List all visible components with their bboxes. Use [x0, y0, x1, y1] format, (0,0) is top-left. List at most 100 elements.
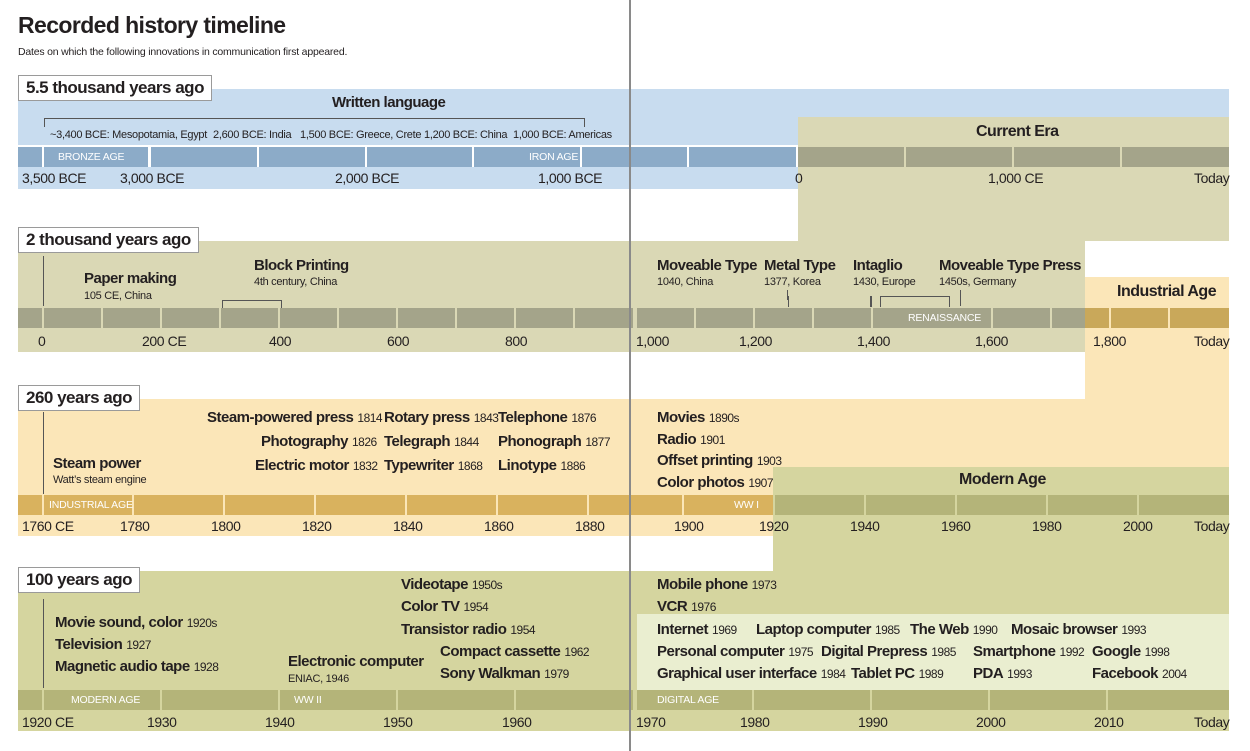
event-color-photos: Color photos 1907 — [657, 474, 774, 491]
event-moveable-type-press-detail: 1450s, Germany — [939, 276, 1017, 288]
event-gui: Graphical user interface 1984 — [657, 665, 846, 682]
bar-seg — [637, 308, 694, 328]
row4-label: 100 years ago — [18, 567, 140, 593]
tick-label: 600 — [387, 333, 410, 349]
tick-label: 1940 — [850, 518, 880, 534]
event-text: 1886 — [560, 459, 586, 473]
event-text: 1826 — [352, 435, 377, 449]
bar-seg — [993, 308, 1050, 328]
event-text: 1920s — [186, 616, 218, 630]
event-text: 1973 — [751, 578, 777, 592]
tick-label: 1,200 — [739, 333, 773, 349]
bar-seg — [18, 147, 42, 167]
tick-label: Today — [1194, 518, 1230, 534]
event-facebook: Facebook 2004 — [1092, 665, 1187, 682]
tick-label: 1940 — [265, 714, 295, 730]
event-text: Steam-powered press — [207, 409, 354, 426]
event-moveable-type-detail: 1040, China — [657, 276, 714, 288]
event-moveable-type: Moveable Type — [657, 257, 757, 274]
event-text: 1877 — [585, 435, 611, 449]
event-text: Electric motor — [255, 457, 349, 474]
current-era-title: Current Era — [976, 123, 1059, 140]
bar-seg — [339, 308, 396, 328]
bar-seg — [1108, 690, 1229, 710]
event-text: Smartphone — [973, 643, 1056, 660]
event-rotary-press: Rotary press 1843 — [384, 409, 499, 426]
event-digital-prepress: Digital Prepress 1985 — [821, 643, 956, 660]
event-text: Movie sound, color — [55, 614, 183, 631]
bar-seg — [1014, 147, 1120, 167]
event-text: 1901 — [700, 433, 725, 447]
tick-label: 800 — [505, 333, 528, 349]
bar-seg — [280, 690, 396, 710]
bar-seg — [18, 495, 42, 515]
tick-label: 2,000 BCE — [335, 170, 400, 186]
tick-label: Today — [1194, 714, 1230, 730]
event-text: 1927 — [126, 638, 151, 652]
bar-seg — [44, 690, 160, 710]
period-modern-age: MODERN AGE — [71, 694, 141, 706]
bar-seg — [754, 690, 870, 710]
event-radio: Radio 1901 — [657, 431, 725, 448]
tick-label: 1840 — [393, 518, 423, 534]
event-electronic-computer: Electronic computer — [288, 653, 424, 670]
event-text: 1976 — [691, 600, 716, 614]
event-intaglio: Intaglio — [853, 257, 903, 274]
event-phonograph: Phonograph 1877 — [498, 433, 611, 450]
row1-label: 5.5 thousand years ago — [18, 75, 212, 101]
row3-label: 260 years ago — [18, 385, 140, 411]
bar-seg — [44, 495, 132, 515]
bar-seg — [1111, 308, 1168, 328]
bar-seg — [516, 308, 573, 328]
bar-seg — [684, 495, 773, 515]
tick-label: 200 CE — [142, 333, 187, 349]
event-text: 1814 — [357, 411, 383, 425]
tick-label: 1980 — [740, 714, 770, 730]
bar-seg — [696, 308, 753, 328]
event-text: Digital Prepress — [821, 643, 928, 660]
page-gutter-divider — [629, 0, 631, 751]
event-text: 1990 — [972, 623, 998, 637]
event-text: 1868 — [457, 459, 483, 473]
bar-seg — [872, 690, 988, 710]
bar-seg — [873, 308, 991, 328]
event-text: Telephone — [498, 409, 568, 426]
event-steam-power: Steam power — [53, 455, 141, 472]
event-text: Typewriter — [384, 457, 454, 474]
tick-label: 1,600 — [975, 333, 1009, 349]
period-industrial-age: INDUSTRIAL AGE — [49, 499, 133, 511]
tick-label: 400 — [269, 333, 292, 349]
event-text: 1928 — [193, 660, 219, 674]
written-language-title: Written language — [332, 94, 446, 111]
event-text: 1993 — [1121, 623, 1147, 637]
event-text: 1832 — [352, 459, 378, 473]
event-text: 1992 — [1059, 645, 1085, 659]
event-television: Television 1927 — [55, 636, 151, 653]
event-text: 1985 — [875, 623, 900, 637]
event-text: The Web — [910, 621, 969, 638]
event-text: Phonograph — [498, 433, 582, 450]
block-printing-bracket — [222, 300, 282, 308]
event-metal-type-detail: 1377, Korea — [764, 276, 821, 288]
event-text: 1962 — [564, 645, 590, 659]
tick-label: 1,800 — [1093, 333, 1127, 349]
event-marker — [960, 290, 961, 306]
bar-seg — [44, 147, 148, 167]
event-text: Compact cassette — [440, 643, 561, 660]
period-ww1: WW I — [734, 499, 759, 511]
event-text: Radio — [657, 431, 697, 448]
event-metal-type: Metal Type — [764, 257, 836, 274]
tick-label: 1760 CE — [22, 518, 74, 534]
event-text: Transistor radio — [401, 621, 507, 638]
event-text: 1998 — [1144, 645, 1170, 659]
page-subtitle: Dates on which the following innovations… — [18, 46, 348, 58]
event-text: Photography — [261, 433, 349, 450]
event-marker — [870, 296, 871, 307]
digital-age-band — [637, 614, 1229, 690]
tick-label: 0 — [795, 170, 803, 186]
tick-label: 1,000 BCE — [538, 170, 603, 186]
event-text: PDA — [973, 665, 1004, 682]
event-text: 2004 — [1162, 667, 1187, 681]
current-era-band — [798, 117, 1229, 241]
industrial-age-title: Industrial Age — [1117, 283, 1217, 300]
